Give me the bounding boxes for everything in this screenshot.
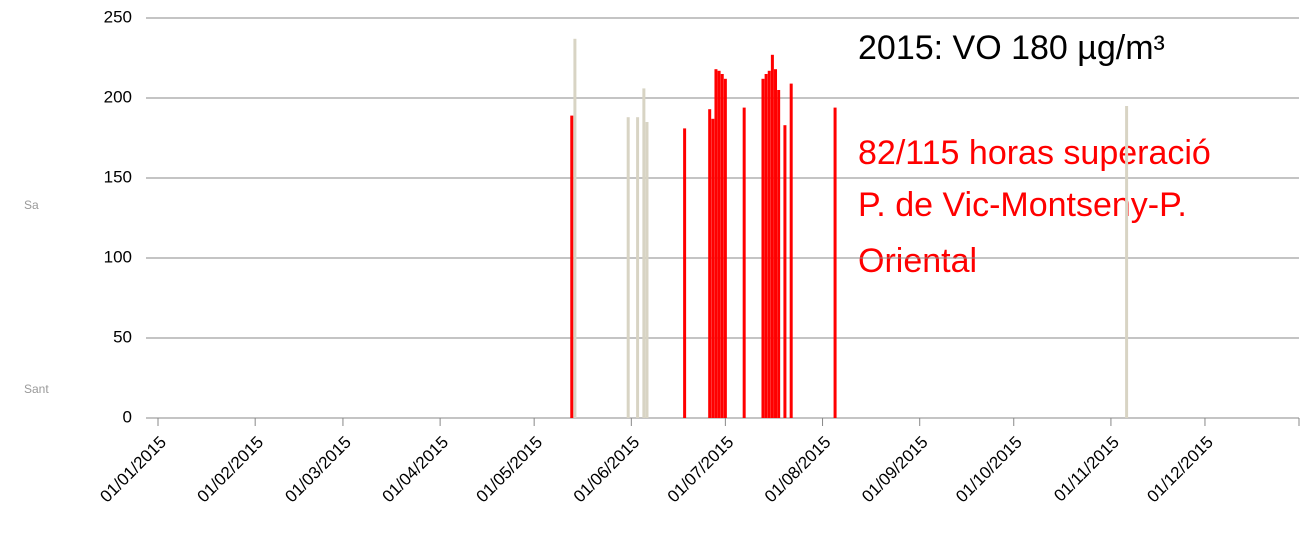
bar xyxy=(683,128,687,418)
y-tick-label: 50 xyxy=(113,327,132,346)
bar xyxy=(570,115,574,418)
highlight-line: P. de Vic-Montseny-P. xyxy=(858,186,1187,224)
highlight-line: Oriental xyxy=(858,242,977,280)
bar xyxy=(642,88,646,419)
bar xyxy=(770,54,774,419)
x-tick-label: 01/07/2015 xyxy=(664,433,738,507)
x-tick-label: 01/04/2015 xyxy=(379,433,453,507)
x-tick-label: 01/11/2015 xyxy=(1050,433,1123,506)
bar xyxy=(711,118,715,419)
bar xyxy=(573,38,577,419)
bar xyxy=(636,117,640,418)
x-tick-label: 01/06/2015 xyxy=(570,433,644,507)
bar xyxy=(723,78,727,419)
y-tick-label: 100 xyxy=(104,247,132,266)
y-tick-label: 0 xyxy=(123,407,132,426)
bar xyxy=(761,78,765,419)
x-tick-label: 01/08/2015 xyxy=(761,433,835,507)
x-tick-label: 01/10/2015 xyxy=(952,433,1026,507)
y-tick-label: 250 xyxy=(104,7,132,26)
y-tick-label: 150 xyxy=(104,167,132,186)
bar xyxy=(708,109,712,418)
bar xyxy=(626,117,630,418)
annotation: 2015: VO 180 µg/m³ xyxy=(858,29,1165,67)
bar xyxy=(720,74,724,418)
bar xyxy=(774,69,778,418)
x-tick-label: 01/02/2015 xyxy=(194,433,268,507)
x-tick-label: 01/09/2015 xyxy=(858,433,932,507)
x-tick-label: 01/01/2015 xyxy=(96,433,170,507)
bar xyxy=(764,74,768,418)
y-tick-label: 200 xyxy=(104,87,132,106)
bar xyxy=(645,122,649,418)
x-tick-label: 01/03/2015 xyxy=(281,433,355,507)
x-tick-label: 01/12/2015 xyxy=(1143,433,1217,507)
bar xyxy=(742,107,746,418)
side-label: Sant xyxy=(24,382,49,396)
side-label: Sa xyxy=(24,198,39,212)
bar xyxy=(789,83,793,418)
bar xyxy=(717,70,721,419)
bar xyxy=(714,69,718,418)
bar xyxy=(777,90,781,418)
bar xyxy=(767,70,771,419)
bar xyxy=(833,107,837,418)
bar xyxy=(783,125,787,418)
x-tick-label: 01/05/2015 xyxy=(473,433,547,507)
bar xyxy=(1125,106,1129,418)
highlight-line: 82/115 horas superació xyxy=(858,134,1211,172)
